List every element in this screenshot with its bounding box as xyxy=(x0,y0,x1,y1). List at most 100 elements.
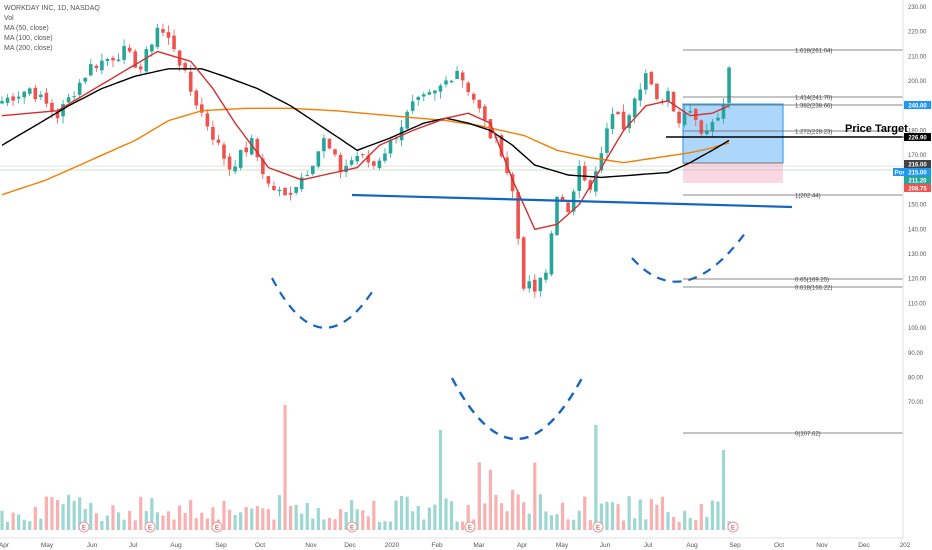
y-tick-label: 130.00 xyxy=(908,252,927,258)
volume-bar xyxy=(499,503,504,530)
candle-body xyxy=(327,138,332,149)
candle-body xyxy=(11,96,15,101)
price-tag xyxy=(904,133,931,141)
candle-body xyxy=(516,192,520,239)
volume-bar xyxy=(172,519,176,530)
volume-bar xyxy=(305,502,309,530)
y-tick-label: 200.00 xyxy=(908,79,927,85)
volume-bar xyxy=(494,494,498,530)
earnings-marker-label: E xyxy=(731,526,735,532)
volume-bar xyxy=(11,512,15,530)
candle-body xyxy=(566,202,570,213)
candle-body xyxy=(94,65,99,69)
candle-body xyxy=(627,115,631,129)
volume-bar xyxy=(289,506,293,530)
volume-bar xyxy=(128,510,132,530)
volume-bar xyxy=(155,512,159,530)
candle-body xyxy=(582,166,587,181)
volume-bar xyxy=(372,500,376,530)
candle-body xyxy=(483,106,487,121)
earnings-marker xyxy=(727,521,739,533)
volume-bar xyxy=(22,519,26,530)
candle-body xyxy=(100,60,104,71)
x-tick-label: Apr xyxy=(0,542,10,549)
chart-legend: WORKDAY INC, 1D, NASDAQ Vol MA (50, clos… xyxy=(4,4,100,54)
candle-body xyxy=(560,196,565,201)
legend-ma50: MA (50, close) xyxy=(4,25,49,32)
candle-body xyxy=(416,96,421,100)
x-tick-label: Oct xyxy=(774,542,784,549)
price-tag-label: 240.00 xyxy=(908,103,927,109)
volume-bar xyxy=(477,462,481,530)
candle-body xyxy=(150,44,154,52)
candle-body xyxy=(277,189,282,192)
candle-body xyxy=(322,138,326,152)
volume-bar xyxy=(211,507,215,530)
volume-bar xyxy=(560,502,565,530)
candle-body xyxy=(222,144,226,159)
volume-bar xyxy=(505,511,509,530)
volume-bar xyxy=(688,517,692,530)
candle-body xyxy=(294,187,298,193)
price-tag-label: Post xyxy=(894,170,907,176)
volume-bar xyxy=(55,499,60,530)
volume-bar xyxy=(255,506,259,530)
candle-body xyxy=(721,105,726,119)
candle-body xyxy=(433,90,437,94)
candle-body xyxy=(133,51,137,68)
candle-body xyxy=(632,98,637,118)
volume-bar xyxy=(33,506,37,530)
price-tag-label: 208.75 xyxy=(908,186,927,192)
fib-level-label: 0(107.62) xyxy=(795,432,821,438)
volume-bar xyxy=(449,501,454,530)
volume-bar xyxy=(133,520,137,530)
fib-level-label: 1.272(228.23) xyxy=(795,130,832,136)
candle-body xyxy=(372,161,376,166)
x-tick-label: Nov xyxy=(816,542,828,549)
volume-bar xyxy=(627,496,631,530)
legend-volume: Vol xyxy=(4,15,14,22)
volume-bar xyxy=(355,509,359,530)
candle-body xyxy=(111,57,115,61)
volume-bar xyxy=(383,521,387,530)
candle-body xyxy=(388,139,393,154)
candle-body xyxy=(521,237,526,289)
ma50-line xyxy=(1,50,730,231)
volume-bar xyxy=(394,500,398,530)
target-zone xyxy=(682,103,784,164)
volume-bar xyxy=(67,494,71,530)
x-tick-label: Dec xyxy=(858,542,870,549)
candle-body xyxy=(621,111,626,130)
candle-body xyxy=(44,92,49,104)
volume-bar xyxy=(638,499,642,530)
candle-body xyxy=(682,113,687,125)
earnings-marker-label: E xyxy=(468,526,472,532)
candle-body xyxy=(161,29,165,33)
volume-bar xyxy=(222,500,226,530)
x-tick-label: Sep xyxy=(729,542,741,549)
candle-body xyxy=(233,166,237,172)
volume-bar xyxy=(461,521,465,530)
volume-bar xyxy=(516,494,520,530)
candle-body xyxy=(549,233,554,275)
candle-body xyxy=(238,149,243,168)
ma200-line xyxy=(1,107,730,196)
x-tick-label: Jul xyxy=(129,542,138,549)
candle-body xyxy=(471,93,476,100)
candle-body xyxy=(610,114,615,129)
candle-body xyxy=(138,66,143,70)
candle-body xyxy=(705,130,709,135)
x-tick-label: 2020 xyxy=(385,542,400,549)
volume-bar xyxy=(433,504,437,530)
volume-bar xyxy=(183,513,187,530)
x-tick-label: Nov xyxy=(305,542,317,549)
neckline xyxy=(351,193,793,209)
fib-level-label: 0.618(166.22) xyxy=(795,286,832,292)
earnings-marker xyxy=(211,521,223,533)
volume-bar xyxy=(716,501,720,530)
x-tick-label: 202 xyxy=(900,542,911,549)
volume-bar xyxy=(227,509,232,530)
x-tick-label: Dec xyxy=(344,542,356,549)
